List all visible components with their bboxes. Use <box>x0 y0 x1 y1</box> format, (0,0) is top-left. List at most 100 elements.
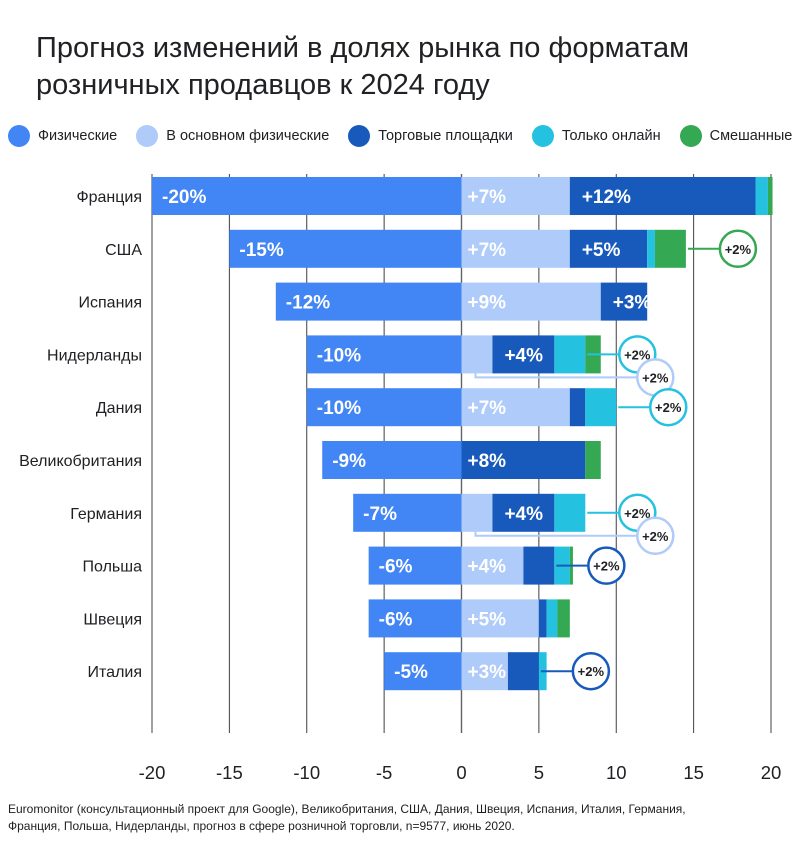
data-label: +4% <box>504 504 543 525</box>
callout-circle <box>649 387 688 427</box>
legend-item: Физические <box>8 125 117 147</box>
bar-segment <box>585 388 617 427</box>
bar-segment <box>647 229 655 268</box>
source-line-2: Франция, Польша, Нидерланды, прогноз в с… <box>8 819 515 833</box>
source-note: Euromonitor (консультационный проект для… <box>8 801 788 835</box>
bar-segment <box>275 282 462 321</box>
data-label: -6% <box>379 557 413 578</box>
legend-swatch <box>531 125 554 147</box>
callout-label: +2% <box>624 347 651 362</box>
x-tick-label: 15 <box>683 762 704 783</box>
category-label: США <box>105 242 142 259</box>
data-label: +3% <box>613 293 652 314</box>
callout-label: +2% <box>624 506 651 521</box>
data-label: -15% <box>239 240 283 261</box>
category-label: Франция <box>76 189 142 206</box>
bar-segment <box>306 388 462 427</box>
legend-label: Смешанные <box>709 128 793 144</box>
data-label: -10% <box>317 398 361 419</box>
x-tick-label: 10 <box>606 762 627 783</box>
bar-segment <box>492 335 555 374</box>
bar-segment <box>546 599 558 638</box>
bar-segment <box>600 282 648 321</box>
bar-segment <box>461 388 570 427</box>
bar-segment <box>306 335 462 374</box>
bar-segment <box>507 652 539 691</box>
bar-segment <box>654 229 686 268</box>
bar-segment <box>461 493 493 532</box>
bar-segment <box>569 177 756 215</box>
category-label: Италия <box>88 664 142 681</box>
callout-circle <box>571 651 611 691</box>
bar-segment <box>538 599 547 638</box>
bar-segment <box>461 335 493 374</box>
data-label: +3% <box>468 662 507 683</box>
legend-swatch <box>348 125 371 147</box>
data-label: +4% <box>504 345 543 366</box>
bar-segment <box>461 441 586 479</box>
legend-item: Торговые площадки <box>348 125 513 147</box>
callout-label: +2% <box>642 529 669 544</box>
bar-segment <box>569 388 586 427</box>
callout-label: +2% <box>593 559 620 574</box>
bar-chart: -20 -15 -10 -5 0 5 10 15 20 Франция -20% +7% +12% США… <box>19 174 782 783</box>
data-label: -5% <box>394 662 428 683</box>
data-label: +7% <box>468 398 507 419</box>
bar-segment <box>461 282 601 321</box>
chart-legend: Физические В основном физические Торговые … <box>8 124 798 148</box>
data-label: -7% <box>363 504 397 525</box>
bar-segment <box>585 441 601 479</box>
callout-label: +2% <box>655 400 682 415</box>
callout-leader <box>474 373 638 379</box>
data-label: -12% <box>286 293 330 314</box>
chart-title-line-1: Прогноз изменений в долях рынка по форма… <box>36 32 690 64</box>
category-label: Нидерланды <box>47 347 142 364</box>
legend-swatch <box>679 125 702 147</box>
chart-title-line-2: розничных продавцов к 2024 году <box>36 69 490 101</box>
data-label: +5% <box>582 240 621 261</box>
bar-segment <box>461 599 539 638</box>
chart-title: Прогноз изменений в долях рынка по форма… <box>36 30 776 104</box>
x-tick-label: 0 <box>456 762 466 783</box>
x-tick-label: 5 <box>534 762 544 783</box>
bar-segment <box>461 177 570 215</box>
legend-item: Только онлайн <box>531 125 661 147</box>
data-label: -20% <box>162 187 206 208</box>
bar-segment <box>152 177 462 215</box>
bar-segment <box>461 652 508 691</box>
x-tick-label: -10 <box>293 762 320 783</box>
bar-segment <box>229 229 462 268</box>
x-tick-label: 20 <box>761 762 782 783</box>
bar-segment <box>461 546 524 585</box>
data-label: -9% <box>332 451 366 472</box>
category-label: Польша <box>83 559 143 576</box>
data-label: -6% <box>379 609 413 630</box>
data-label: +4% <box>468 557 507 578</box>
legend-label: Только онлайн <box>561 128 661 144</box>
callout-label: +2% <box>725 242 752 257</box>
bar-segment <box>523 546 555 585</box>
data-label: +12% <box>582 187 631 208</box>
legend-label: В основном физические <box>166 128 330 144</box>
callout-circle <box>587 546 626 585</box>
bar-segment <box>569 229 648 268</box>
category-label: Дания <box>96 400 142 417</box>
bar-segment <box>755 177 768 215</box>
callout-circle <box>718 229 758 269</box>
bar-segment <box>384 652 462 691</box>
callout-label: +2% <box>642 370 669 385</box>
x-tick-label: -5 <box>376 762 392 783</box>
bar-segment <box>492 493 555 532</box>
bar-segment <box>557 599 570 638</box>
source-line-1: Euromonitor (консультационный проект для… <box>8 802 686 816</box>
legend-item: Смешанные <box>679 125 793 147</box>
callout-leader <box>474 531 638 537</box>
legend-label: Физические <box>38 128 118 144</box>
data-label: -10% <box>317 345 361 366</box>
data-label: +9% <box>468 293 507 314</box>
x-tick-label: -20 <box>139 762 166 783</box>
data-label: +8% <box>468 451 507 472</box>
legend-label: Торговые площадки <box>378 128 513 144</box>
data-label: +5% <box>468 609 507 630</box>
data-label: +7% <box>468 240 507 261</box>
